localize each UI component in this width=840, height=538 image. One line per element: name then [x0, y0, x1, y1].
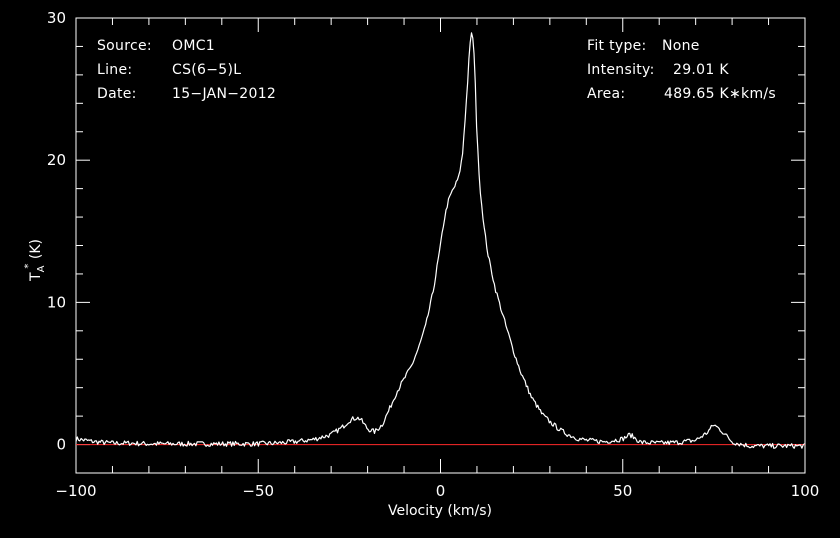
x-axis-label: Velocity (km/s) [388, 503, 492, 519]
y-axis-label-main: T [28, 272, 44, 282]
line-label: Line: [97, 62, 132, 78]
info-block-left: Source: OMC1 Line: CS(6−5)L Date: 15−JAN… [97, 38, 276, 102]
y-axis-label-unit: (K) [28, 239, 44, 264]
y-tick-label: 30 [47, 9, 66, 27]
date-value: 15−JAN−2012 [172, 86, 276, 102]
fit-type-value: None [662, 38, 700, 54]
source-label: Source: [97, 38, 152, 54]
line-value: CS(6−5)L [172, 62, 241, 78]
axis-tick-labels: −100 −50 0 50 100 0 10 20 30 [47, 9, 819, 500]
x-tick-label: −50 [242, 482, 274, 500]
y-tick-label: 20 [47, 151, 66, 169]
svg-text:TA* (K): TA* (K) [23, 239, 47, 282]
y-axis-label-sup: * [23, 264, 34, 269]
date-label: Date: [97, 86, 137, 102]
source-value: OMC1 [172, 38, 215, 54]
fit-type-label: Fit type: [587, 38, 647, 54]
info-block-right: Fit type: None Intensity: 29.01 K Area: … [587, 38, 776, 102]
y-axis-label: TA* (K) [23, 239, 47, 282]
area-value: 489.65 K∗km/s [664, 86, 776, 102]
area-label: Area: [587, 86, 625, 102]
intensity-value: 29.01 K [673, 62, 729, 78]
x-tick-label: −100 [55, 482, 96, 500]
x-tick-label: 0 [436, 482, 446, 500]
y-axis-label-sub: A [36, 265, 47, 272]
x-tick-label: 50 [613, 482, 632, 500]
y-tick-label: 10 [47, 293, 66, 311]
spectrum-line [75, 32, 805, 449]
x-tick-label: 100 [791, 482, 820, 500]
intensity-label: Intensity: [587, 62, 655, 78]
y-tick-label: 0 [56, 436, 66, 454]
